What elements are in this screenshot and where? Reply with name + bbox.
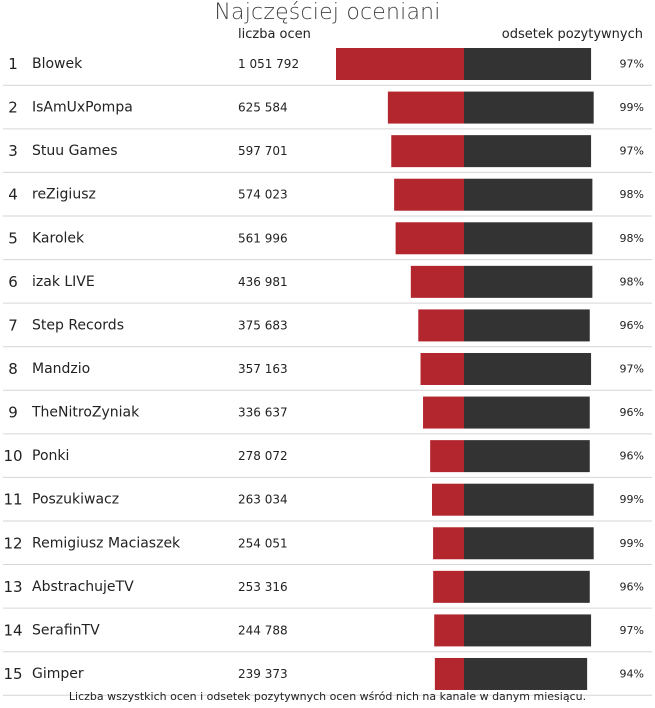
- count-label: 239 373: [238, 667, 288, 681]
- percent-label: 96%: [620, 319, 644, 332]
- rank-number: 3: [8, 142, 18, 160]
- rank-number: 2: [8, 99, 18, 117]
- percent-label: 97%: [620, 145, 644, 158]
- count-bar: [410, 265, 464, 298]
- percent-bar: [464, 527, 594, 560]
- channel-name: IsAmUxPompa: [32, 100, 133, 116]
- count-bar: [394, 178, 464, 211]
- channel-name: Blowek: [32, 56, 83, 72]
- percent-bar: [464, 614, 592, 647]
- percent-label: 97%: [620, 624, 644, 637]
- percent-label: 97%: [620, 362, 644, 375]
- channel-name: Mandzio: [32, 361, 90, 377]
- count-column-header: liczba ocen: [238, 27, 311, 42]
- channel-name: SerafinTV: [32, 622, 100, 638]
- count-bar: [423, 396, 464, 429]
- rank-number: 12: [3, 534, 22, 552]
- channel-name: Poszukiwacz: [32, 492, 119, 508]
- percent-bar: [464, 309, 590, 342]
- channel-name: Ponki: [32, 448, 69, 464]
- percent-bar: [464, 440, 590, 473]
- channel-name: TheNitroZyniak: [31, 405, 140, 421]
- percent-column-header: odsetek pozytywnych: [501, 27, 643, 42]
- channel-name: izak LIVE: [32, 274, 95, 290]
- rank-number: 4: [8, 186, 18, 204]
- count-label: 436 981: [238, 275, 288, 289]
- rank-number: 5: [8, 229, 18, 247]
- count-label: 597 701: [238, 144, 288, 158]
- channel-name: Karolek: [32, 230, 85, 246]
- percent-bar: [464, 91, 594, 124]
- channel-name: Step Records: [32, 317, 124, 333]
- count-label: 278 072: [238, 449, 288, 463]
- rank-number: 6: [8, 273, 18, 291]
- channel-name: Stuu Games: [32, 143, 118, 159]
- count-bar: [430, 440, 464, 473]
- percent-label: 97%: [620, 58, 644, 71]
- percent-bar: [464, 483, 594, 516]
- percent-bar: [464, 352, 592, 385]
- percent-label: 96%: [620, 406, 644, 419]
- count-label: 253 316: [238, 580, 288, 594]
- percent-bar: [464, 48, 592, 80]
- count-bar: [395, 222, 464, 255]
- percent-bar: [464, 222, 593, 255]
- count-bar: [433, 527, 464, 560]
- count-bar: [387, 91, 464, 124]
- chart-footnote: Liczba wszystkich ocen i odsetek pozytyw…: [68, 690, 587, 703]
- percent-label: 99%: [620, 493, 644, 506]
- rank-number: 11: [3, 491, 22, 509]
- rank-number: 13: [3, 578, 22, 596]
- count-bar: [336, 48, 464, 80]
- rank-number: 9: [8, 404, 18, 422]
- percent-label: 99%: [620, 537, 644, 550]
- count-label: 263 034: [238, 493, 288, 507]
- count-bar: [433, 570, 464, 603]
- rank-number: 10: [3, 447, 22, 465]
- percent-label: 94%: [620, 667, 644, 680]
- count-label: 1 051 792: [238, 57, 299, 71]
- percent-label: 96%: [620, 580, 644, 593]
- chart-title: Najczęściej oceniani: [214, 0, 441, 25]
- channel-name: Remigiusz Maciaszek: [32, 535, 181, 551]
- percent-bar: [464, 135, 592, 168]
- percent-bar: [464, 396, 590, 429]
- percent-label: 98%: [620, 232, 644, 245]
- percent-bar: [464, 178, 593, 211]
- count-label: 574 023: [238, 188, 288, 202]
- count-label: 625 584: [238, 101, 288, 115]
- channel-name: Gimper: [32, 666, 84, 682]
- rank-number: 7: [8, 316, 18, 334]
- rank-number: 1: [8, 55, 18, 73]
- count-label: 254 051: [238, 536, 288, 550]
- rank-number: 14: [3, 621, 22, 639]
- count-bar: [431, 483, 464, 516]
- percent-bar: [464, 570, 590, 603]
- rank-number: 8: [8, 360, 18, 378]
- count-label: 336 637: [238, 406, 288, 420]
- count-label: 375 683: [238, 318, 288, 332]
- percent-label: 98%: [620, 275, 644, 288]
- count-label: 244 788: [238, 623, 288, 637]
- percent-bar: [464, 265, 593, 298]
- percent-label: 99%: [620, 101, 644, 114]
- channel-name: reZigiusz: [32, 187, 96, 203]
- count-bar: [391, 135, 464, 168]
- percent-bar: [464, 657, 588, 690]
- channel-name: AbstrachujeTV: [32, 579, 134, 595]
- rank-number: 15: [3, 665, 22, 683]
- count-bar: [434, 657, 464, 690]
- percent-label: 98%: [620, 188, 644, 201]
- count-label: 561 996: [238, 231, 288, 245]
- percent-label: 96%: [620, 450, 644, 463]
- count-bar: [418, 309, 464, 342]
- count-bar: [420, 352, 464, 385]
- count-label: 357 163: [238, 362, 288, 376]
- count-bar: [434, 614, 464, 647]
